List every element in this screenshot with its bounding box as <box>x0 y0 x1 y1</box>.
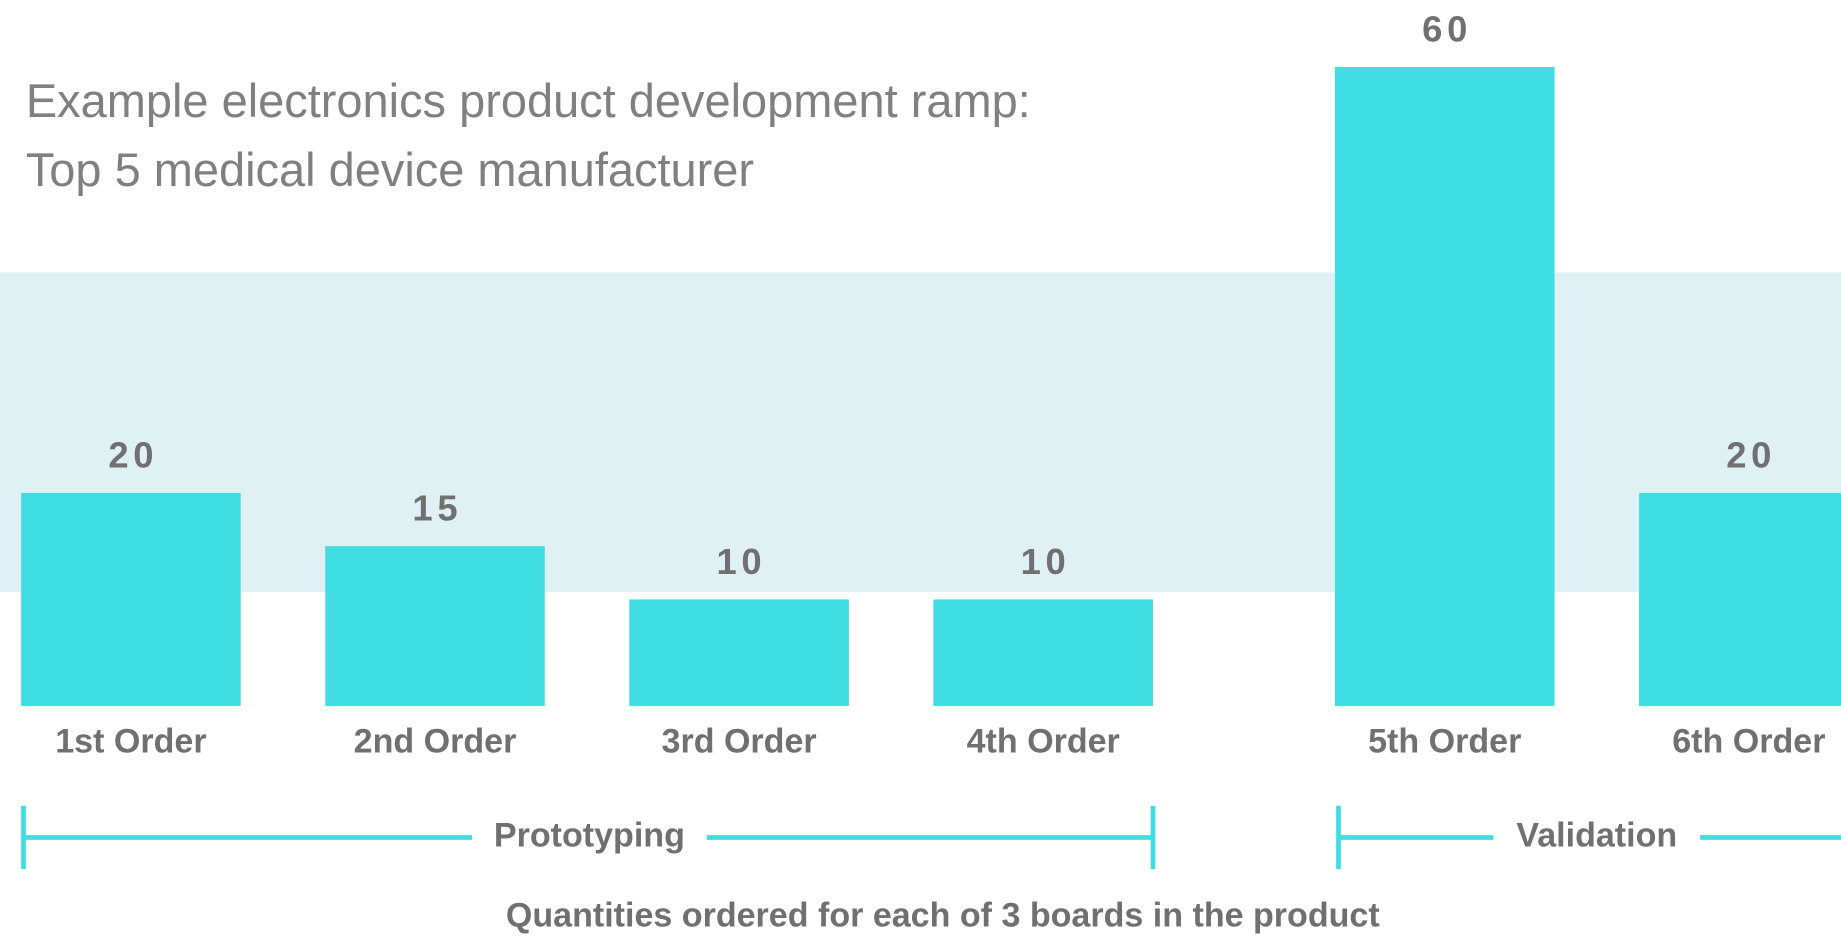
bar <box>629 599 849 706</box>
group-label: Prototyping <box>494 816 685 854</box>
bar <box>1639 492 1841 706</box>
x-tick-label: 2nd Order <box>354 722 517 760</box>
chart-title: Top 5 medical device manufacturer <box>26 143 754 196</box>
value-label: 10 <box>717 541 767 582</box>
value-label: 20 <box>1726 434 1776 475</box>
x-tick-label: 3rd Order <box>662 722 817 760</box>
chart-title: Example electronics product development … <box>26 74 1031 127</box>
bar <box>21 492 241 706</box>
value-label: 20 <box>108 434 158 475</box>
value-label: 15 <box>412 488 462 529</box>
x-tick-label: 6th Order <box>1672 722 1825 760</box>
footnote: Quantities ordered for each of 3 boards … <box>506 896 1380 934</box>
group-label: Validation <box>1516 816 1677 854</box>
bar <box>325 546 545 706</box>
value-label: 10 <box>1021 541 1071 582</box>
bar <box>1334 66 1555 706</box>
x-tick-label: 5th Order <box>1368 722 1521 760</box>
x-tick-label: 4th Order <box>967 722 1120 760</box>
background-band <box>0 272 1841 592</box>
bar <box>933 599 1153 706</box>
value-label: 60 <box>1422 8 1472 49</box>
x-tick-label: 1st Order <box>55 722 206 760</box>
